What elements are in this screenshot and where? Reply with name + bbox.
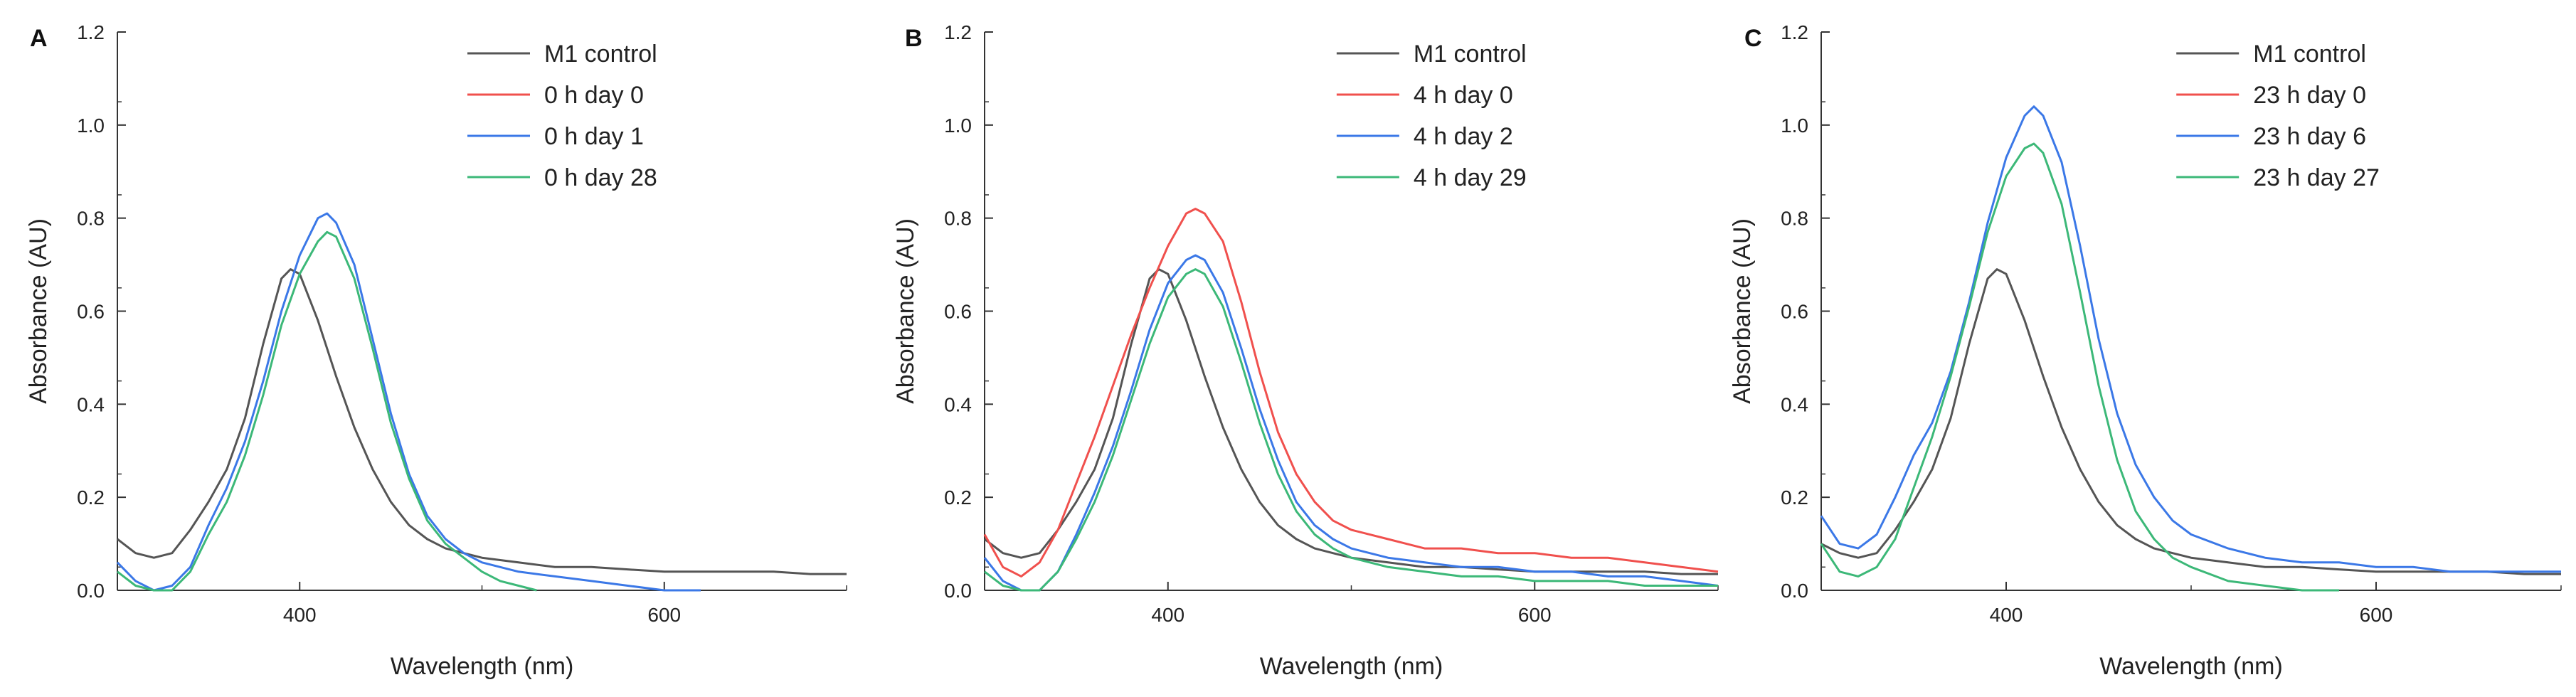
panel-a: A 0.0 0.2 0.4 0.6 0.8 1.0 1.2 400 600 Wavelength (… (25, 21, 847, 680)
x-tick-label: 400 (283, 604, 317, 626)
panel-label: A (30, 25, 48, 52)
legend-label: 0 h day 28 (544, 164, 657, 191)
legend-label: M1 control (544, 41, 657, 68)
series-line-4-h-day-2 (983, 254, 1719, 592)
series-line-4-h-day-0 (983, 208, 1719, 578)
x-tick-label: 600 (1518, 604, 1552, 626)
panel-label: C (1744, 25, 1762, 52)
panel-b: B 0.0 0.2 0.4 0.6 0.8 1.0 1.2 400 600 Wavelength (… (892, 21, 1719, 680)
x-axis-label: Wavelength (nm) (2099, 653, 2283, 680)
y-tick-label: 0.6 (1781, 301, 1808, 323)
y-tick-label: 0.4 (944, 393, 972, 415)
legend-label: 0 h day 1 (544, 123, 644, 150)
x-axis-label: Wavelength (nm) (391, 653, 574, 680)
series-line-4-h-day-29 (984, 268, 1718, 592)
series-line-m1-control (984, 268, 1718, 575)
y-tick-label: 1.2 (944, 21, 972, 43)
y-tick-label: 0.0 (77, 580, 105, 602)
y-tick-label: 0.2 (944, 486, 972, 509)
legend-label: 23 h day 27 (2253, 164, 2380, 191)
y-tick-label: 0.6 (944, 301, 972, 323)
y-tick-label: 1.0 (944, 115, 972, 137)
x-tick-label: 600 (647, 604, 681, 626)
series-line-23-h-day-27 (1820, 142, 2339, 592)
y-tick-label: 0.4 (77, 393, 105, 415)
legend-label: M1 control (1414, 41, 1527, 68)
panel-label: B (905, 25, 923, 52)
legend-label: 4 h day 29 (1414, 164, 1527, 191)
legend-label: 23 h day 0 (2253, 82, 2366, 109)
legend-label: 23 h day 6 (2253, 123, 2366, 150)
legend-label: 0 h day 0 (544, 82, 644, 109)
series-line-m1-control (117, 268, 847, 575)
y-tick-label: 1.0 (77, 115, 105, 137)
y-tick-label: 0.0 (1781, 580, 1808, 602)
y-axis-label: Absorbance (AU) (892, 218, 919, 404)
series-line-23-h-day-6 (1820, 105, 2561, 573)
y-tick-label: 0.8 (944, 208, 972, 230)
y-tick-label: 0.8 (77, 208, 105, 230)
y-tick-label: 1.0 (1781, 115, 1808, 137)
y-tick-label: 1.2 (77, 21, 105, 43)
series-line-0-h-day-1 (116, 212, 701, 592)
y-axis-label: Absorbance (AU) (25, 218, 52, 404)
y-tick-label: 0.4 (1781, 393, 1808, 415)
y-tick-label: 0.2 (1781, 486, 1808, 509)
y-axis-label: Absorbance (AU) (1729, 218, 1756, 404)
legend-label: 4 h day 0 (1414, 82, 1513, 109)
y-tick-label: 0.2 (77, 486, 105, 509)
series-line-m1-control (1820, 268, 2561, 575)
x-tick-label: 400 (1990, 604, 2023, 626)
x-axis-label: Wavelength (nm) (1260, 653, 1443, 680)
x-tick-label: 600 (2360, 604, 2393, 626)
y-tick-label: 0.0 (944, 580, 972, 602)
y-tick-label: 0.8 (1781, 208, 1808, 230)
y-tick-label: 1.2 (1781, 21, 1808, 43)
legend-label: 4 h day 2 (1414, 123, 1513, 150)
x-tick-label: 400 (1151, 604, 1184, 626)
legend-label: M1 control (2253, 41, 2366, 68)
series-line-0-h-day-28 (117, 230, 537, 592)
panel-c: C 0.0 0.2 0.4 0.6 0.8 1.0 1.2 400 600 Wavelength (… (1729, 21, 2562, 680)
y-tick-label: 0.6 (77, 301, 105, 323)
